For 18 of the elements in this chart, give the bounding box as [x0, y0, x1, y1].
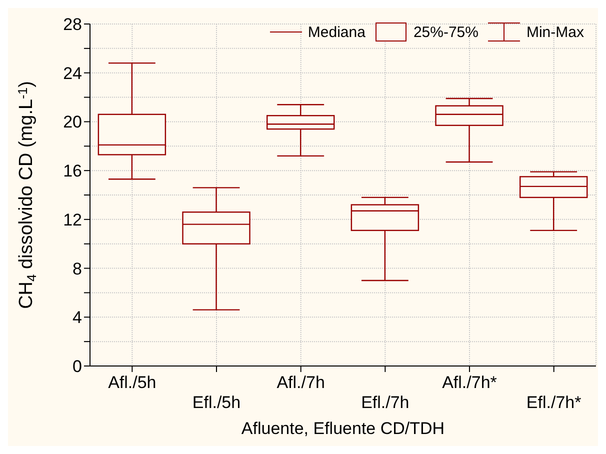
x-axis-title: Afluente, Efluente CD/TDH [241, 419, 445, 438]
y-tick-label: 28 [63, 15, 82, 34]
y-tick-label: 24 [63, 64, 82, 83]
x-tick-label: Efl./7h* [526, 393, 582, 412]
annotation: Mediana [308, 24, 366, 40]
x-tick-label: Efl./7h [361, 393, 410, 412]
annotation: Min-Max [526, 24, 584, 40]
x-tick-label: Afl./5h [108, 373, 156, 392]
y-tick-label: 8 [72, 259, 82, 278]
y-tick-label: 0 [72, 357, 82, 376]
x-tick-label: Afl./7h [276, 373, 325, 392]
x-tick-label: Afl./7h* [442, 373, 498, 392]
annotation: 25%-75% [413, 24, 478, 40]
y-tick-label: 12 [63, 210, 82, 230]
x-tick-label: Efl./5h [192, 393, 241, 412]
y-tick-label: 16 [63, 162, 82, 181]
y-tick-label: 20 [63, 112, 82, 132]
y-tick-label: 4 [72, 308, 82, 328]
